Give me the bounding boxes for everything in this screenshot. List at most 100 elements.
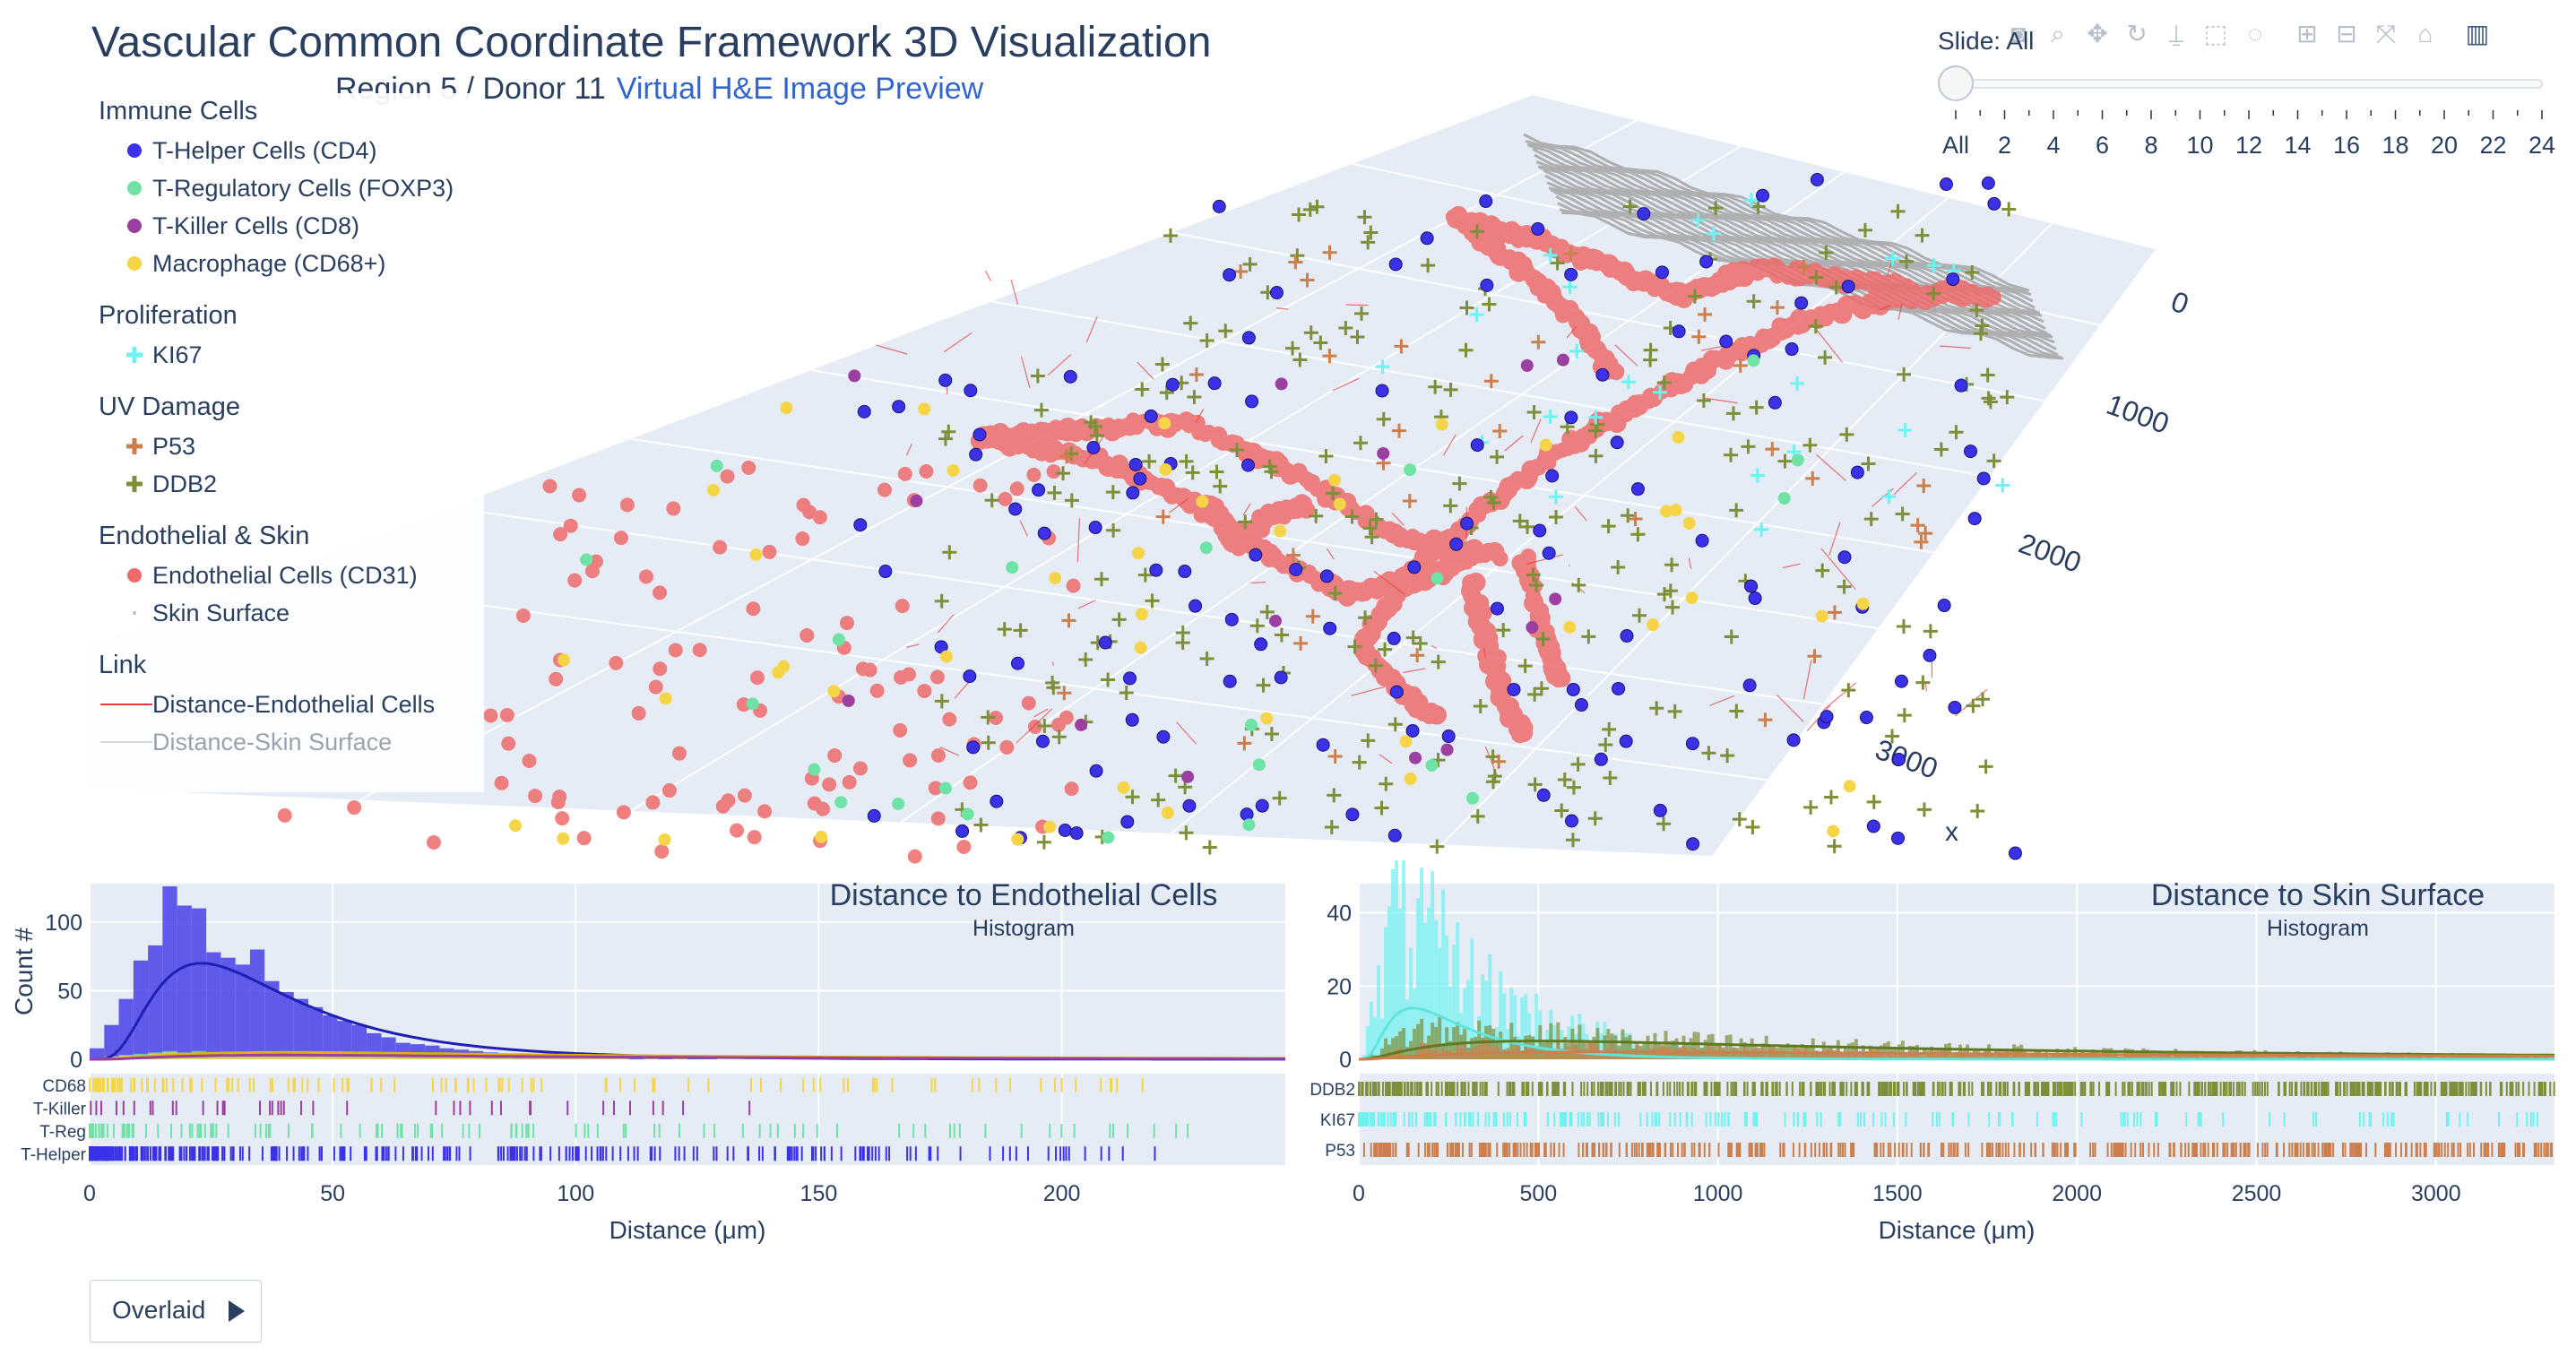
ddb2-point — [1824, 790, 1838, 805]
t-helper-point — [1748, 591, 1762, 606]
histogram-bar — [2105, 1055, 2110, 1059]
virtual-he-image-preview-link[interactable]: Virtual H&E Image Preview — [616, 72, 984, 106]
slider-handle[interactable] — [1938, 65, 1974, 101]
autoscale-icon[interactable]: ⤧ — [2375, 20, 2397, 47]
t-helper-point — [1149, 563, 1163, 577]
scene-gridline — [1171, 196, 1949, 834]
ddb2-point — [1916, 802, 1932, 817]
legend-item[interactable]: Macrophage (CD68+) — [99, 244, 385, 280]
scatter-3d-scene[interactable]: 0 1000 2000 3000 x — [0, 81, 2576, 869]
t-helper-point — [1123, 671, 1137, 686]
legend-item[interactable]: T-Helper Cells (CD4) — [99, 131, 377, 167]
histogram-bar — [2392, 1056, 2397, 1059]
t-helper-point — [1069, 826, 1084, 841]
histogram-bar — [2464, 1055, 2468, 1059]
t-helper-point — [1470, 438, 1484, 453]
histogram-bar — [90, 1048, 105, 1059]
ddb2-point — [1897, 708, 1912, 723]
legend-item[interactable]: Endothelial Cells (CD31) — [99, 556, 418, 591]
histogram-bar — [512, 1058, 528, 1059]
ddb2-point — [1142, 453, 1157, 469]
camera-icon[interactable]: ◙ — [2010, 20, 2027, 47]
histogram-bar — [614, 1058, 629, 1059]
t-helper-point — [1035, 734, 1050, 748]
legend-item[interactable]: Distance-Endothelial Cells — [99, 685, 435, 721]
legend-item-label: Distance-Skin Surface — [152, 728, 393, 755]
ddb2-point — [1980, 367, 1995, 383]
macrophage-point — [1131, 547, 1145, 560]
ddb2-point — [1535, 631, 1551, 646]
overlaid-dropdown-button[interactable]: Overlaid — [90, 1280, 262, 1342]
ddb2-point — [941, 424, 956, 439]
ddb2-point — [1309, 508, 1324, 523]
plotly-logo-icon[interactable]: ▥ — [2465, 20, 2490, 47]
turntable-icon[interactable]: ⍊ — [2168, 20, 2184, 47]
zoom-icon[interactable]: ⌕ — [2051, 20, 2065, 47]
p53-point — [1288, 255, 1303, 270]
histogram-bar — [1427, 907, 1431, 1059]
legend-item[interactable]: P53 — [99, 427, 195, 462]
t-helper-point — [1630, 482, 1645, 496]
reset-axes-icon[interactable]: ⌂ — [2417, 20, 2433, 47]
histogram-bar — [1502, 993, 1507, 1059]
pan-icon[interactable]: ✥ — [2087, 20, 2108, 47]
endothelial-cell-point — [942, 712, 957, 727]
histogram-bar — [1897, 1055, 1901, 1059]
t-killer-layer — [842, 353, 1569, 783]
ddb2-point — [1387, 717, 1403, 732]
distance-link — [1020, 356, 1031, 389]
endothelial-cell-point — [653, 585, 668, 600]
histogram-bar — [337, 1021, 352, 1059]
legend-item[interactable]: KI67 — [99, 335, 203, 371]
p53-point — [1322, 245, 1337, 260]
histogram-bar — [381, 1055, 396, 1059]
ddb2-point — [981, 735, 996, 750]
t-helper-point — [1866, 819, 1880, 833]
macrophage-point — [947, 463, 960, 477]
ddb2-point — [1621, 508, 1636, 523]
t-helper-point — [1756, 188, 1770, 203]
endothelial-cell-point — [757, 804, 773, 819]
endothelial-cell-point — [989, 710, 1004, 725]
histogram-bar — [1524, 1042, 1528, 1059]
t-helper-point — [1405, 723, 1420, 738]
lasso-select-icon[interactable]: ◌ — [2247, 20, 2263, 47]
distance-link — [1169, 497, 1189, 514]
t-reg-point — [1006, 561, 1019, 574]
legend-item[interactable]: DDB2 — [99, 464, 217, 500]
t-killer-point — [1409, 751, 1422, 764]
endothelial-cell-point — [494, 775, 509, 790]
ddb2-point — [1470, 808, 1485, 824]
slide-slider[interactable]: All 2 4 6 8 10 12 14 16 18 20 22 24 — [1936, 25, 2563, 177]
t-reg-point — [1465, 791, 1479, 805]
histogram-bar — [1513, 995, 1517, 1059]
legend-dot — [127, 142, 142, 158]
box-select-icon[interactable]: ⬚ — [2203, 20, 2228, 47]
t-reg-point — [1102, 831, 1115, 844]
legend-item[interactable]: Distance-Skin Surface — [99, 722, 392, 758]
y-tick-label: 100 — [45, 911, 82, 936]
t-helper-point — [1375, 384, 1389, 398]
ddb2-point — [973, 817, 989, 833]
histogram-bar — [2070, 1053, 2074, 1059]
fit-curve-p53 — [1358, 1050, 2554, 1061]
legend-item[interactable]: Skin Surface — [99, 593, 290, 629]
ddb2-point — [1649, 701, 1664, 716]
legend-item[interactable]: T-Regulatory Cells (FOXP3) — [99, 168, 454, 204]
histogram-bar — [2077, 1055, 2081, 1059]
endothelial-cell-point — [1607, 363, 1625, 381]
legend-item[interactable]: T-Killer Cells (CD8) — [99, 206, 359, 242]
legend-symbol-icon — [99, 250, 152, 277]
zoom-out-icon[interactable]: ⊟ — [2336, 20, 2357, 47]
ddb2-point — [1611, 560, 1626, 575]
orbit-rotate-icon[interactable]: ↻ — [2126, 20, 2148, 47]
legend-group-title: UV Damage — [99, 393, 240, 421]
ki67-point — [1926, 258, 1941, 273]
histogram-bar — [644, 1058, 659, 1059]
macrophage-point — [1682, 516, 1696, 530]
legend-item-label: DDB2 — [152, 470, 218, 497]
histogram-bar — [2163, 1056, 2167, 1059]
ddb2-point — [1168, 768, 1183, 783]
zoom-in-icon[interactable]: ⊞ — [2296, 20, 2318, 47]
endothelial-cell-point — [1066, 578, 1081, 593]
